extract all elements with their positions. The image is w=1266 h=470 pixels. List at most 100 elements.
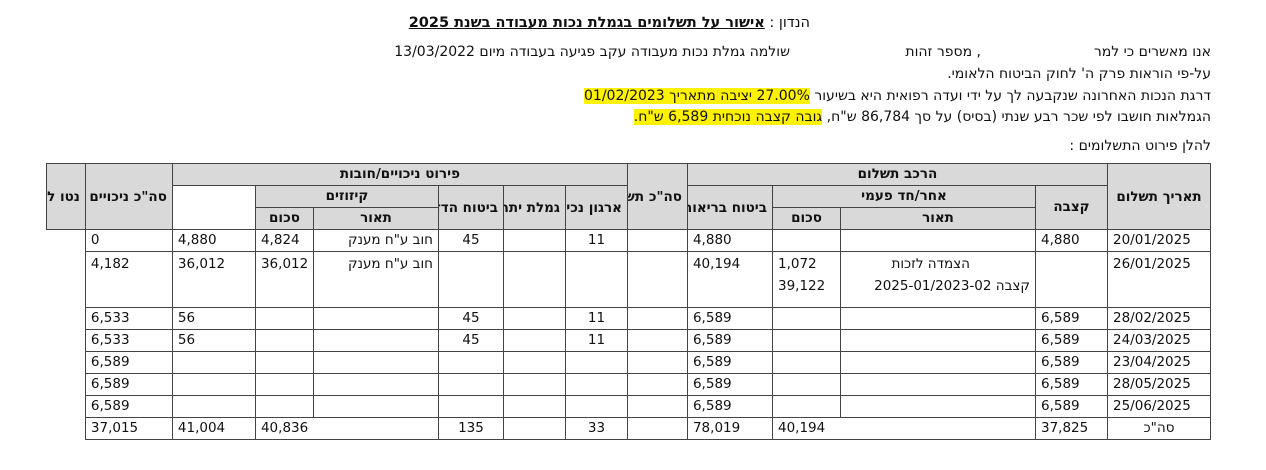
cell-total-deductions: 4,880 bbox=[171, 229, 256, 252]
cell-date: 23/04/2025 bbox=[1107, 351, 1211, 374]
header-other-amount: סכום bbox=[772, 207, 841, 230]
cell-offset-amount bbox=[254, 329, 314, 352]
total-mutual: 135 bbox=[437, 417, 504, 440]
cell-excess bbox=[502, 307, 566, 330]
cell-other-amount bbox=[772, 395, 841, 418]
cell-other-description bbox=[840, 229, 1036, 252]
total-health bbox=[626, 417, 688, 440]
cell-allowance bbox=[1035, 251, 1108, 308]
letter-line-3: דרגת הנכות האחרונה שנקבעה לך על ידי ועדה… bbox=[584, 88, 1211, 105]
header-offsets: קיזוזים bbox=[254, 185, 439, 208]
cell-health bbox=[626, 351, 688, 374]
cell-offset-description bbox=[312, 373, 439, 396]
cell-excess bbox=[502, 395, 566, 418]
letter-line-4: הגמלאות חושבו לפי שכר רבע שנתי (בסיס) על… bbox=[633, 109, 1211, 126]
payments-table: תאריך תשלום הרכב תשלום סה"כ תשלום ברוטו … bbox=[46, 163, 1211, 440]
header-other-onetime: אחר/חד פעמי bbox=[772, 185, 1036, 208]
other-description-line-1: הצמדה לזכות bbox=[891, 256, 970, 272]
cell-excess bbox=[502, 251, 566, 308]
cell-gross: 6,589 bbox=[686, 351, 774, 374]
totals-label: סה"כ bbox=[1107, 417, 1211, 440]
cell-gross: 6,589 bbox=[686, 307, 774, 330]
cell-other-amount bbox=[772, 373, 841, 396]
table-row: 20/01/2025 4,880 4,880 11 45 חוב ע"ח מענ… bbox=[47, 229, 1211, 252]
cell-excess bbox=[502, 351, 566, 374]
cell-other-amount bbox=[772, 307, 841, 330]
cell-offset-description: חוב ע"ח מענק bbox=[312, 251, 439, 308]
header-payment-breakdown: הרכב תשלום bbox=[686, 163, 1109, 186]
cell-other-amount: 1,072 39,122 bbox=[772, 251, 841, 308]
cell-mutual bbox=[437, 373, 504, 396]
other-description-line-2: קצבה 2025-01/2023-02 bbox=[874, 278, 1030, 294]
cell-allowance: 6,589 bbox=[1035, 329, 1108, 352]
cell-allowance: 6,589 bbox=[1035, 395, 1108, 418]
letter-line-1b: , מספר זהות bbox=[905, 44, 981, 60]
cell-gross: 40,194 bbox=[686, 251, 774, 308]
subject-prefix: הנדון : bbox=[764, 15, 810, 31]
total-allowance: 37,825 bbox=[1035, 417, 1108, 440]
header-date: תאריך תשלום bbox=[1107, 163, 1211, 230]
cell-other-description bbox=[840, 329, 1036, 352]
cell-excess bbox=[502, 329, 566, 352]
cell-total-deductions: 56 bbox=[171, 329, 256, 352]
cell-total-deductions bbox=[171, 351, 256, 374]
cell-offset-description bbox=[312, 329, 439, 352]
letter-line-1c: שולמה גמלת נכות מעבודה עקב פגיעה בעבודה … bbox=[394, 44, 790, 60]
cell-total-deductions: 36,012 bbox=[171, 251, 256, 308]
cell-mutual: 45 bbox=[437, 329, 504, 352]
cell-health bbox=[626, 307, 688, 330]
cell-mutual bbox=[437, 251, 504, 308]
cell-total-deductions bbox=[171, 395, 256, 418]
cell-allowance: 6,589 bbox=[1035, 307, 1108, 330]
cell-date: 28/02/2025 bbox=[1107, 307, 1211, 330]
cell-date: 26/01/2025 bbox=[1107, 251, 1211, 308]
header-mutual-insurance: ביטוח הדדי bbox=[437, 185, 504, 230]
total-deductions: 41,004 bbox=[171, 417, 256, 440]
header-allowance: קצבה bbox=[1035, 185, 1108, 230]
cell-gross: 6,589 bbox=[686, 395, 774, 418]
total-other-amount: 40,194 bbox=[772, 417, 1036, 440]
cell-org bbox=[564, 251, 628, 308]
cell-offset-amount: 4,824 bbox=[254, 229, 314, 252]
cell-health bbox=[626, 395, 688, 418]
total-offset-amount: 40,836 bbox=[254, 417, 439, 440]
other-amount-line-2: 39,122 bbox=[778, 278, 826, 294]
cell-offset-description bbox=[312, 351, 439, 374]
payments-intro: להלן פירוט התשלומים : bbox=[1069, 138, 1211, 154]
total-excess bbox=[502, 417, 566, 440]
cell-gross: 4,880 bbox=[686, 229, 774, 252]
cell-net: 6,589 bbox=[84, 395, 173, 418]
cell-other-description bbox=[840, 395, 1036, 418]
cell-org: 11 bbox=[564, 329, 628, 352]
cell-offset-description bbox=[312, 395, 439, 418]
cell-date: 25/06/2025 bbox=[1107, 395, 1211, 418]
cell-other-description bbox=[840, 307, 1036, 330]
cell-excess bbox=[502, 373, 566, 396]
cell-offset-amount bbox=[254, 373, 314, 396]
total-org: 33 bbox=[564, 417, 628, 440]
header-offset-description: תאור bbox=[312, 207, 439, 230]
table-row: 26/01/2025 הצמדה לזכות קצבה 2025-01/2023… bbox=[47, 251, 1211, 308]
cell-mutual bbox=[437, 395, 504, 418]
header-total-gross: סה"כ תשלום ברוטו bbox=[626, 163, 688, 230]
cell-org: 11 bbox=[564, 307, 628, 330]
cell-health bbox=[626, 329, 688, 352]
subject-title: אישור על תשלומים בגמלת נכות מעבודה בשנת … bbox=[408, 15, 765, 31]
letter-line-3b: 27.00% יציבה מתאריך 01/02/2023 bbox=[584, 88, 810, 104]
header-deductions-breakdown: פירוט ניכויים/חובות bbox=[171, 163, 628, 186]
cell-offset-description bbox=[312, 307, 439, 330]
cell-net: 6,533 bbox=[84, 307, 173, 330]
cell-date: 20/01/2025 bbox=[1107, 229, 1211, 252]
cell-other-amount bbox=[772, 329, 841, 352]
cell-date: 28/05/2025 bbox=[1107, 373, 1211, 396]
total-net: 37,015 bbox=[84, 417, 173, 440]
cell-total-deductions: 56 bbox=[171, 307, 256, 330]
cell-mutual: 45 bbox=[437, 229, 504, 252]
cell-other-amount bbox=[772, 229, 841, 252]
total-gross: 78,019 bbox=[686, 417, 774, 440]
cell-allowance: 6,589 bbox=[1035, 351, 1108, 374]
cell-health bbox=[626, 373, 688, 396]
cell-offset-description: חוב ע"ח מענק bbox=[312, 229, 439, 252]
table-row: 28/02/2025 6,589 6,589 11 45 56 6,533 bbox=[47, 307, 1211, 330]
cell-health bbox=[626, 251, 688, 308]
